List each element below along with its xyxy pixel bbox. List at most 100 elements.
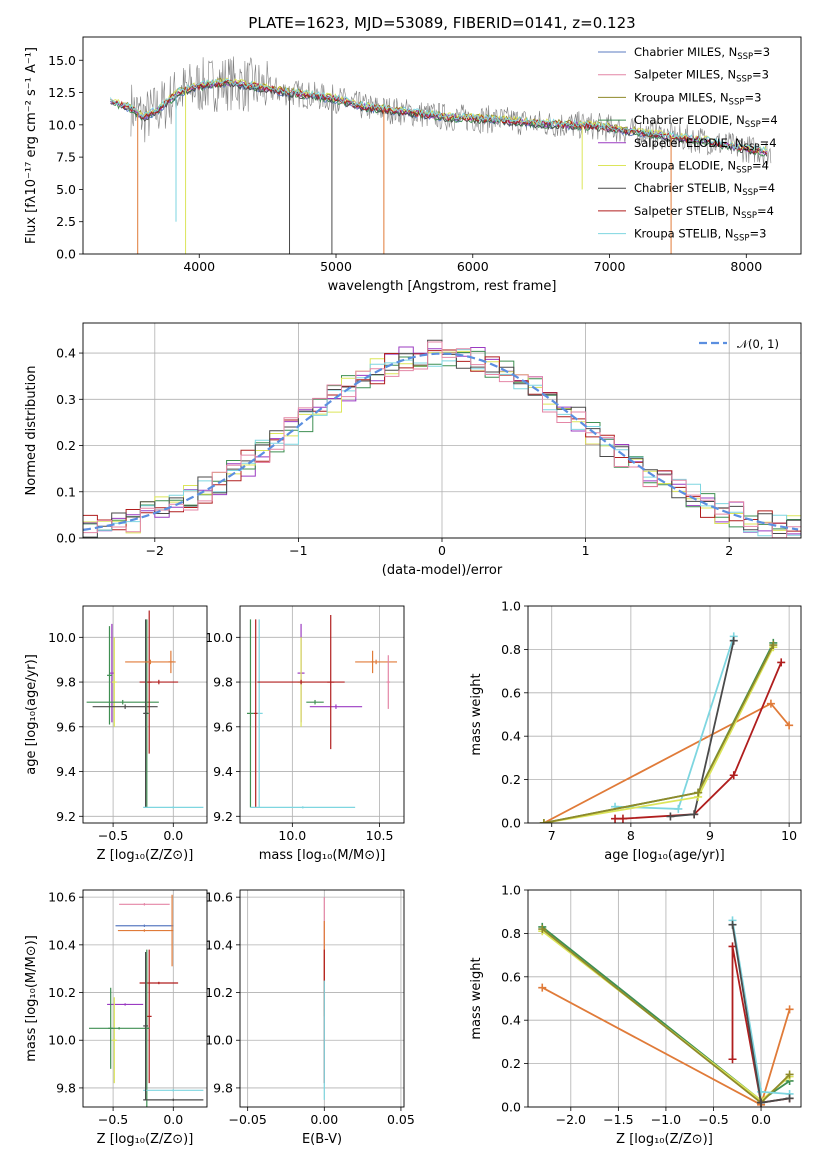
legend-entry: Salpeter MILES, NSSP=3	[634, 68, 769, 85]
axes-frame	[82, 889, 208, 1108]
x-tick-label: 4000	[183, 259, 215, 274]
axes-frame	[527, 889, 802, 1108]
plot-area	[109, 56, 772, 254]
y-tick-label: 0.3	[56, 392, 76, 407]
x-axis-label: (data-model)/error	[382, 563, 503, 578]
y-tick-label: 10.0	[205, 1033, 233, 1048]
panel-age_vs_mass: 10.0 10.5 9.2 9.4 9.6 9.8 10.0 mass [log₁₀(M/M⊙…	[205, 605, 405, 863]
y-axis-label: mass weight	[469, 957, 484, 1039]
plus-marker	[539, 819, 548, 823]
y-tick-label: 0.4	[56, 346, 76, 361]
y-tick-label: 0.2	[501, 772, 521, 787]
y-axis-label: age [log₁₀(age/yr)]	[24, 654, 39, 775]
plus-marker	[785, 1094, 794, 1103]
y-tick-label: 10.6	[205, 890, 233, 905]
x-tick-label: 10.0	[278, 828, 306, 843]
plus-marker	[674, 804, 683, 813]
y-tick-label: 10.0	[48, 630, 76, 645]
legend-entry: Salpeter ELODIE, NSSP=4	[634, 136, 777, 153]
x-tick-label: 2	[725, 543, 733, 558]
weight-series-line	[543, 644, 775, 823]
plus-marker	[694, 788, 703, 797]
plus-marker	[757, 1098, 766, 1107]
legend-entry: Salpeter STELIB, NSSP=4	[634, 204, 774, 221]
y-tick-label: 9.2	[213, 809, 233, 824]
y-tick-label: 12.5	[48, 85, 76, 100]
y-tick-label: 0.4	[501, 1013, 521, 1028]
axes-frame	[239, 605, 405, 824]
y-axis-label: Normed distribution	[24, 366, 39, 496]
y-tick-label: 10.2	[205, 985, 233, 1000]
legend-entry: Kroupa MILES, NSSP=3	[634, 90, 761, 107]
plus-marker	[785, 1005, 794, 1014]
plot-area	[246, 614, 398, 809]
x-tick-label: −1	[289, 543, 307, 558]
y-tick-label: 1.0	[501, 883, 521, 898]
panel-weight_vs_age: 7 8 9 10 0.0 0.2 0.4 0.6 0.8 1.0 age [log₁₀(age/yr…	[469, 599, 802, 863]
gaussian-curve	[83, 352, 799, 531]
plus-marker	[785, 721, 794, 730]
x-axis-label: Z [log₁₀(Z/Z⊙)]	[97, 848, 194, 863]
legend-entry: Chabrier STELIB, NSSP=4	[634, 181, 775, 198]
plus-marker	[538, 925, 547, 934]
x-tick-label: 10	[781, 828, 797, 843]
plus-marker	[618, 814, 627, 823]
plus-marker	[538, 983, 547, 992]
y-axis-label: mass [log₁₀(M/M⊙)]	[24, 935, 39, 1062]
y-tick-label: 10.6	[48, 890, 76, 905]
x-axis-label: wavelength [Angstrom, rest frame]	[328, 279, 557, 294]
y-tick-label: 7.5	[56, 150, 76, 165]
x-tick-label: 0.05	[387, 1112, 415, 1127]
panel-age_vs_Z: −0.5 0.0 9.2 9.4 9.6 9.8 10.0 Z [log₁₀(Z/Z⊙)] ag…	[24, 605, 208, 863]
x-tick-label: 0.00	[310, 1112, 338, 1127]
y-tick-label: 1.0	[501, 599, 521, 614]
x-tick-label: −2.0	[556, 1112, 586, 1127]
legend-entry: 𝒩(0, 1)	[737, 337, 779, 351]
y-tick-label: 9.8	[56, 1080, 76, 1095]
x-tick-label: 0	[438, 543, 446, 558]
x-tick-label: 9	[706, 828, 714, 843]
plot-area	[539, 632, 794, 823]
axes-frame	[82, 36, 802, 255]
plus-marker	[666, 812, 675, 821]
axes-frame	[82, 605, 208, 824]
histogram-series	[83, 341, 801, 538]
x-tick-label: 8000	[730, 259, 762, 274]
y-tick-label: 0.0	[501, 816, 521, 831]
panel-weight_vs_Z: −2.0 −1.5 −1.0 −0.5 0.0 0.0 0.2 0.4 0.6 0.8 1.0 Z […	[469, 883, 802, 1147]
x-tick-label: 6000	[457, 259, 489, 274]
y-tick-label: 10.0	[48, 1033, 76, 1048]
y-tick-label: 9.4	[213, 764, 233, 779]
y-tick-label: 0.1	[56, 484, 76, 499]
y-tick-label: 9.8	[213, 1080, 233, 1095]
panel-mass_vs_EBV: −0.05 0.00 0.05 9.8 10.0 10.2 10.4 10.6 E(B-V)	[205, 889, 415, 1147]
axes-frame	[82, 322, 802, 539]
weight-series-line	[543, 646, 775, 823]
y-tick-label: 0.6	[501, 685, 521, 700]
plot-area	[86, 610, 204, 809]
plus-marker	[777, 658, 786, 667]
x-tick-label: −1.5	[603, 1112, 633, 1127]
y-tick-label: 0.8	[501, 642, 521, 657]
y-axis-label: Flux [fλ10⁻¹⁷ erg cm⁻² s⁻¹ A⁻¹]	[24, 47, 39, 244]
y-tick-label: 0.8	[501, 926, 521, 941]
y-tick-label: 10.4	[205, 937, 233, 952]
plus-marker	[728, 1055, 737, 1064]
x-tick-label: 1	[582, 543, 590, 558]
x-tick-label: 0.0	[751, 1112, 771, 1127]
panel-mass_vs_Z: −0.5 0.0 9.8 10.0 10.2 10.4 10.6 Z [log₁₀(Z/Z⊙)…	[24, 889, 208, 1147]
y-tick-label: 10.0	[48, 117, 76, 132]
histogram-series	[83, 349, 801, 538]
y-tick-label: 9.8	[213, 675, 233, 690]
y-tick-label: 9.6	[213, 719, 233, 734]
x-tick-label: −0.5	[698, 1112, 728, 1127]
x-tick-label: 5000	[320, 259, 352, 274]
y-tick-label: 0.0	[501, 1100, 521, 1115]
y-tick-label: 9.4	[56, 764, 76, 779]
y-tick-label: 15.0	[48, 53, 76, 68]
y-tick-label: 0.4	[501, 729, 521, 744]
axes-frame	[527, 605, 802, 824]
spectrum-model-line	[110, 79, 768, 155]
y-tick-label: 0.2	[56, 438, 76, 453]
y-tick-label: 9.6	[56, 719, 76, 734]
